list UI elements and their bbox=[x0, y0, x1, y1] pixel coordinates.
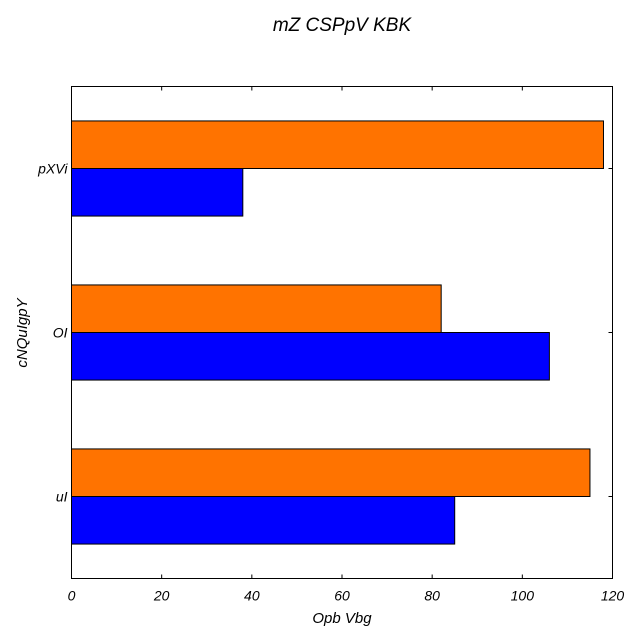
bar-series2-uI bbox=[71, 448, 591, 498]
y-tick-label: OI bbox=[53, 325, 68, 341]
x-tick-label: 20 bbox=[153, 588, 170, 604]
y-axis-label: cNQuIgpY bbox=[14, 297, 31, 367]
bars-group bbox=[71, 120, 604, 545]
x-tick-label: 0 bbox=[68, 588, 76, 604]
x-tick-label: 80 bbox=[424, 588, 440, 604]
bar-series2-pXVi bbox=[71, 120, 604, 170]
chart-title: mZ CSPpV KBK bbox=[273, 15, 413, 36]
x-tick-label: 40 bbox=[244, 588, 260, 604]
x-axis-ticks: 0 20 40 60 80 100 120 bbox=[68, 86, 625, 604]
x-tick-label: 120 bbox=[601, 588, 625, 604]
x-tick-label: 60 bbox=[334, 588, 350, 604]
bar-series1-uI bbox=[71, 496, 456, 545]
bar-series2-OI bbox=[71, 284, 442, 334]
x-axis-label: Opb Vbg bbox=[312, 610, 372, 627]
y-tick-label: pXVi bbox=[37, 161, 68, 177]
y-tick-label: uI bbox=[56, 489, 68, 505]
bar-series1-pXVi bbox=[71, 168, 244, 217]
x-tick-label: 100 bbox=[511, 588, 535, 604]
bar-series1-OI bbox=[71, 332, 550, 381]
y-axis-ticks: uI OI pXVi bbox=[37, 161, 613, 505]
